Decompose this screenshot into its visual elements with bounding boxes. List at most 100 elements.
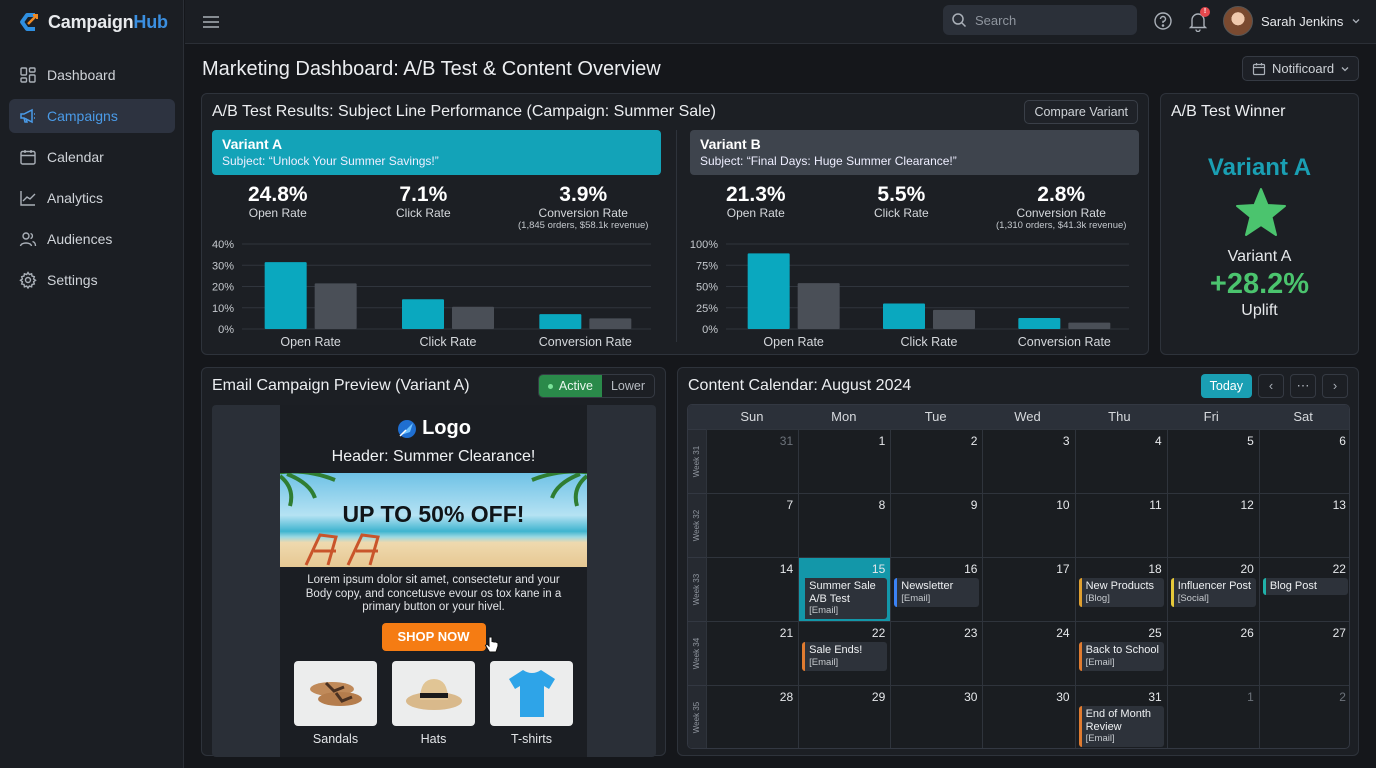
variant-a-header[interactable]: Variant A Subject: “Unlock Your Summer S… <box>212 130 661 175</box>
bar-variant-a[interactable] <box>264 262 307 329</box>
calendar-day[interactable]: 24 <box>982 621 1075 685</box>
calendar-day[interactable]: 6 <box>1258 429 1349 493</box>
toggle-lower[interactable]: Lower <box>610 379 645 393</box>
calendar-event[interactable]: Blog Post <box>1262 578 1348 595</box>
calendar-day[interactable]: 13 <box>1258 493 1349 557</box>
calendar-event[interactable]: Sale Ends! [Email] <box>802 642 888 671</box>
bar-variant-a[interactable] <box>402 299 444 329</box>
calendar-event[interactable]: Summer Sale A/B Test [Email] <box>802 578 888 619</box>
bar-variant-a[interactable] <box>539 314 582 329</box>
variant-b-header[interactable]: Variant B Subject: “Final Days: Huge Sum… <box>690 130 1139 175</box>
brand-logo[interactable]: CampaignHub <box>18 8 168 36</box>
search-box[interactable] <box>943 5 1137 35</box>
metric-open-rate: 21.3% Open Rate <box>726 183 786 220</box>
calendar-day[interactable]: 8 <box>798 493 891 557</box>
calendar-day[interactable]: 10 <box>982 493 1075 557</box>
calendar-day[interactable]: 7 <box>706 493 799 557</box>
sidebar-item-settings[interactable]: Settings <box>9 263 175 297</box>
calendar-day[interactable]: 2 <box>890 429 983 493</box>
calendar-day[interactable]: 12 <box>1166 493 1259 557</box>
calendar-event[interactable]: Back to School [Email] <box>1078 642 1164 671</box>
user-menu[interactable]: Sarah Jenkins <box>1223 6 1361 36</box>
calendar-day-today[interactable]: 15 Summer Sale A/B Test [Email] <box>798 557 891 621</box>
sidebar-item-campaigns[interactable]: Campaigns <box>9 99 175 133</box>
variant-a-panel: Variant A Subject: “Unlock Your Summer S… <box>212 130 661 237</box>
bar-variant-a[interactable] <box>747 253 790 329</box>
calendar-day[interactable]: 31 End of Month Review [Email] <box>1074 685 1167 748</box>
calendar-day[interactable]: 30 <box>982 685 1075 748</box>
calendar-day[interactable]: 22 Blog Post <box>1258 557 1349 621</box>
calendar-day[interactable]: 25 Back to School [Email] <box>1074 621 1167 685</box>
more-options-button[interactable]: ⋯ <box>1290 374 1316 398</box>
bar-variant-b[interactable] <box>933 309 975 329</box>
search-input[interactable] <box>975 12 1125 28</box>
bar-variant-b[interactable] <box>314 283 357 329</box>
calendar-day[interactable]: 14 <box>706 557 799 621</box>
help-icon[interactable] <box>1153 11 1173 31</box>
calendar-event[interactable]: End of Month Review [Email] <box>1078 706 1164 747</box>
notificoard-dropdown[interactable]: Notificoard <box>1242 56 1359 81</box>
calendar-day[interactable]: 17 <box>982 557 1075 621</box>
calendar-day[interactable]: 11 <box>1074 493 1167 557</box>
calendar-day[interactable]: 27 <box>1258 621 1349 685</box>
compare-variant-button[interactable]: Compare Variant <box>1024 100 1138 124</box>
calendar-day[interactable]: 5 <box>1166 429 1259 493</box>
event-category: [Email] <box>809 656 839 668</box>
calendar-day[interactable]: 9 <box>890 493 983 557</box>
day-number: 23 <box>964 626 978 640</box>
calendar-day[interactable]: 1 <box>798 429 891 493</box>
calendar-day[interactable]: 21 <box>706 621 799 685</box>
logo-icon <box>398 419 417 438</box>
bar-variant-b[interactable] <box>1068 322 1111 329</box>
dropdown-label: Notificoard <box>1272 61 1335 76</box>
sidebar-item-calendar[interactable]: Calendar <box>9 140 175 174</box>
bar-variant-a[interactable] <box>1018 317 1061 329</box>
notification-badge: ! <box>1200 7 1210 17</box>
calendar-day[interactable]: 4 <box>1074 429 1167 493</box>
today-button[interactable]: Today <box>1200 374 1252 398</box>
sidebar-item-audiences[interactable]: Audiences <box>9 222 175 256</box>
day-number: 26 <box>1240 626 1254 640</box>
week-label: Week 31 <box>688 429 706 493</box>
calendar-day[interactable]: 3 <box>982 429 1075 493</box>
bar-variant-b[interactable] <box>589 318 632 329</box>
hamburger-menu-icon[interactable] <box>201 12 221 32</box>
event-title: Blog Post <box>1269 580 1317 592</box>
bar-variant-a[interactable] <box>883 303 925 330</box>
variant-subject: Subject: “Final Days: Huge Summer Cleara… <box>700 154 957 168</box>
prev-month-button[interactable]: ‹ <box>1258 374 1284 398</box>
day-number: 6 <box>1339 434 1346 448</box>
calendar-day[interactable]: 31 <box>706 429 799 493</box>
bar-variant-b[interactable] <box>797 283 840 329</box>
calendar-day[interactable]: 2 <box>1258 685 1349 748</box>
toggle-active[interactable]: Active <box>538 375 602 397</box>
event-category: [Email] <box>1085 656 1115 668</box>
event-category: [Email] <box>809 605 839 616</box>
calendar-day[interactable]: 23 <box>890 621 983 685</box>
next-month-button[interactable]: › <box>1322 374 1348 398</box>
calendar-event[interactable]: New Products [Blog] <box>1078 578 1164 607</box>
product-card[interactable]: Sandals <box>294 660 377 746</box>
calendar-day[interactable]: 30 <box>890 685 983 748</box>
week-label: Week 33 <box>688 557 706 621</box>
shop-now-button[interactable]: SHOP NOW <box>381 622 498 652</box>
calendar-day[interactable]: 20 Influencer Post [Social] <box>1166 557 1259 621</box>
hat-image <box>392 660 475 726</box>
product-card[interactable]: T-shirts <box>490 660 573 746</box>
day-number: 4 <box>1155 434 1162 448</box>
sidebar-item-dashboard[interactable]: Dashboard <box>9 58 175 92</box>
calendar-day[interactable]: 1 <box>1166 685 1259 748</box>
product-card[interactable]: Hats <box>392 660 475 746</box>
bar-variant-b[interactable] <box>452 306 494 329</box>
calendar-event[interactable]: Newsletter [Email] <box>894 578 980 607</box>
calendar-day[interactable]: 16 Newsletter [Email] <box>890 557 983 621</box>
calendar-day[interactable]: 26 <box>1166 621 1259 685</box>
sidebar-item-analytics[interactable]: Analytics <box>9 181 175 215</box>
calendar-day[interactable]: 22 Sale Ends! [Email] <box>798 621 891 685</box>
uplift-label: Uplift <box>1241 302 1278 319</box>
users-icon <box>19 232 37 247</box>
calendar-day[interactable]: 28 <box>706 685 799 748</box>
calendar-day[interactable]: 29 <box>798 685 891 748</box>
calendar-day[interactable]: 18 New Products [Blog] <box>1074 557 1167 621</box>
calendar-event[interactable]: Influencer Post [Social] <box>1170 578 1256 607</box>
